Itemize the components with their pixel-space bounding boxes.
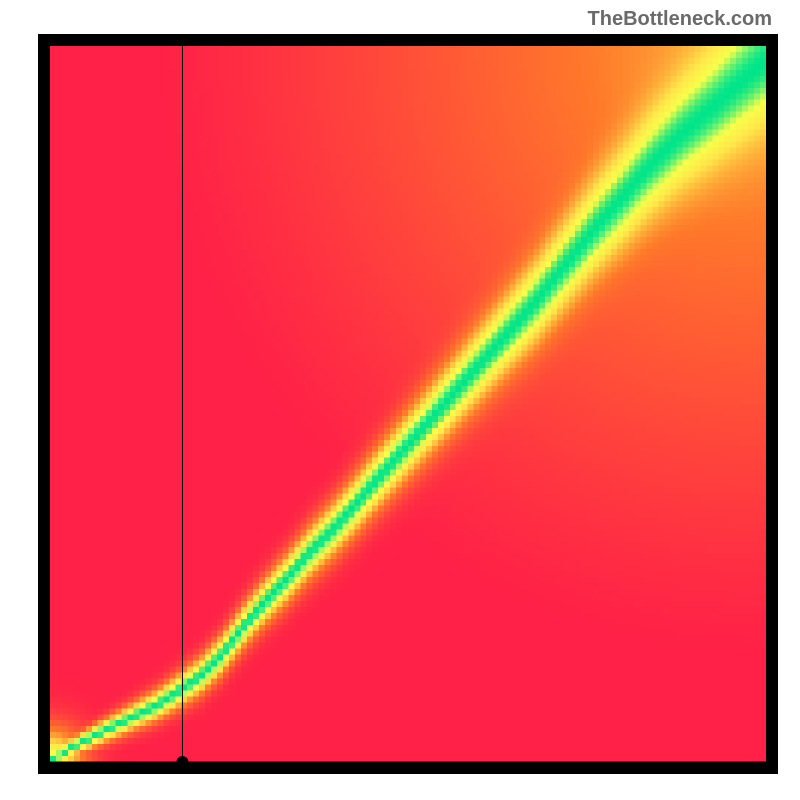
bottleneck-heatmap [50,46,766,762]
chart-container [38,34,778,774]
attribution-label: TheBottleneck.com [588,8,772,31]
